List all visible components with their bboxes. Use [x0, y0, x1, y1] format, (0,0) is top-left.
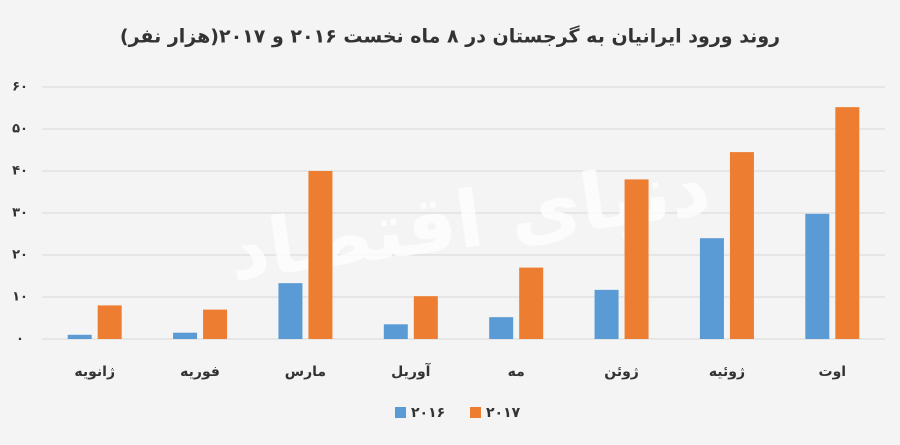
bar [413, 296, 438, 339]
bar [173, 332, 198, 339]
bar [97, 305, 122, 339]
x-tick-label: مه [508, 364, 525, 380]
y-tick-label: ۱۰ [12, 290, 28, 305]
bar [278, 283, 303, 339]
bar [699, 238, 724, 339]
bar [489, 317, 514, 339]
x-tick-label: ژوئیه [709, 364, 745, 380]
y-tick-label: ۵۰ [12, 122, 28, 137]
bar [594, 289, 619, 339]
x-tick-label: ژوئن [604, 364, 639, 380]
bar [729, 152, 754, 339]
x-tick-label: فوریه [180, 364, 220, 380]
y-tick-label: ۴۰ [12, 164, 28, 179]
legend-label: ۲۰۱۷ [486, 405, 521, 421]
y-tick-label: ۳۰ [12, 206, 28, 221]
y-tick-label: ۶۰ [12, 80, 28, 95]
x-tick-label: آوریل [391, 362, 432, 380]
bar [308, 171, 333, 339]
legend-label: ۲۰۱۶ [411, 405, 445, 421]
x-tick-label: مارس [285, 364, 326, 380]
bar [383, 324, 408, 339]
x-tick-label: ژانویه [74, 364, 115, 380]
bar [67, 334, 92, 339]
y-tick-label: ۰ [16, 332, 24, 347]
bar [519, 267, 544, 339]
bar [835, 107, 860, 339]
legend-swatch [470, 407, 481, 418]
bar [203, 309, 228, 339]
y-tick-label: ۲۰ [12, 248, 28, 263]
bar [805, 213, 830, 339]
x-tick-label: اوت [819, 364, 847, 380]
legend-swatch [395, 407, 406, 418]
chart-title: روند ورود ایرانیان به گرجستان در ۸ ماه ن… [120, 25, 780, 48]
bar [624, 179, 649, 339]
